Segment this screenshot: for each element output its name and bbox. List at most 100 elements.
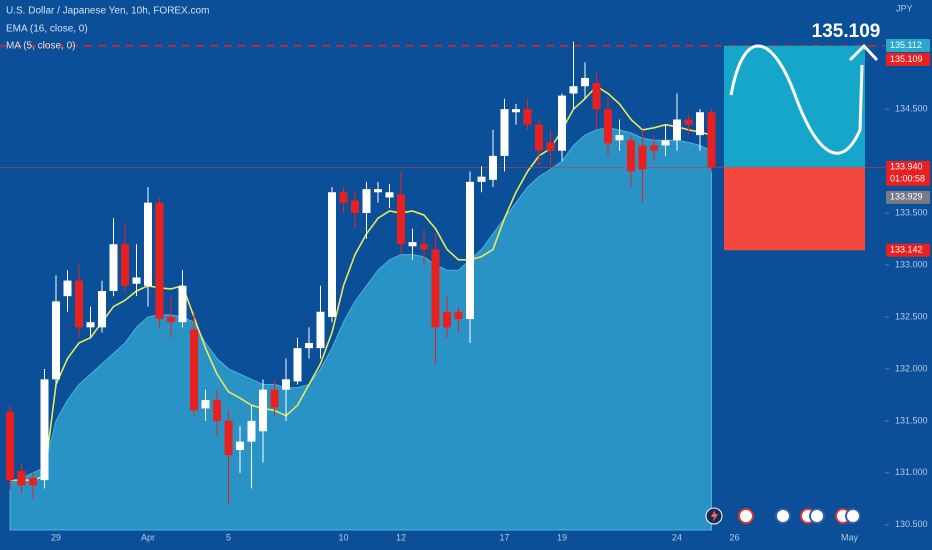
candle-body — [627, 140, 635, 172]
x-tick-label: 19 — [557, 532, 567, 542]
candle-body — [707, 112, 716, 168]
candle-body — [512, 109, 520, 113]
candle-body — [155, 202, 164, 320]
event-icon — [809, 508, 825, 524]
candle-body — [201, 400, 210, 409]
price-label-box — [886, 53, 930, 67]
candle-body — [397, 194, 405, 245]
x-tick-label: 10 — [338, 532, 348, 542]
candle-body — [213, 400, 221, 421]
candle-body — [121, 244, 129, 286]
event-icon — [738, 508, 754, 524]
event-icons — [705, 507, 861, 525]
candle-body — [673, 119, 681, 141]
forecast-arrow — [848, 43, 879, 62]
candle-body — [443, 311, 451, 328]
price-label-box — [886, 39, 930, 53]
candle-body — [500, 109, 509, 156]
position-stop-zone — [724, 167, 865, 251]
event-icon — [845, 508, 861, 524]
price-label-box — [886, 160, 930, 174]
candle-body — [190, 329, 198, 411]
x-tick-label: May — [841, 532, 859, 542]
candle-body — [661, 140, 670, 146]
candle-body — [604, 109, 612, 144]
candle-body — [224, 420, 233, 456]
candle-body — [523, 109, 532, 125]
chart-title: U.S. Dollar / Japanese Yen, 10h, FOREX.c… — [6, 6, 209, 17]
candle-body — [546, 142, 555, 151]
candle-body — [132, 277, 141, 284]
x-tick-label: Apr — [141, 532, 155, 542]
y-tick-label: 130.500 — [895, 519, 928, 529]
y-tick-label: 131.000 — [895, 467, 928, 477]
plot-area — [0, 41, 885, 531]
price-label: 135.112 — [890, 40, 922, 50]
candle-body — [339, 192, 348, 203]
price-label: 133.929 — [890, 192, 923, 202]
candle-body — [236, 441, 244, 450]
candle-body — [6, 411, 14, 481]
candle-body — [305, 342, 313, 349]
candle-body — [581, 77, 589, 87]
x-tick-label: 17 — [499, 532, 509, 542]
y-axis-label: JPY — [896, 3, 913, 13]
candle-body — [650, 145, 658, 151]
candle-body — [431, 249, 440, 328]
x-tick-label: 26 — [729, 532, 739, 542]
price-label-box — [886, 243, 930, 257]
candle-body — [98, 290, 106, 328]
candle-body — [75, 280, 83, 328]
candle-body — [466, 181, 474, 320]
candle-body — [293, 348, 302, 382]
candle-body — [29, 478, 37, 486]
forecast-curve — [729, 44, 864, 155]
candle-body — [40, 379, 49, 481]
candle-body — [109, 244, 118, 291]
candle-body — [282, 379, 290, 390]
countdown-box — [886, 172, 930, 186]
candle-body — [408, 242, 417, 247]
candle-body — [374, 189, 382, 193]
candle-body — [696, 112, 704, 136]
event-icon — [775, 508, 791, 524]
x-tick-label: 12 — [396, 532, 406, 542]
position-target-zone — [724, 45, 865, 168]
price-label-box — [886, 190, 930, 204]
candle-body — [385, 192, 394, 198]
candle-body — [63, 280, 72, 297]
candle-body — [167, 316, 175, 323]
countdown: 01:00:58 — [890, 174, 925, 184]
price-label: 135.109 — [890, 54, 923, 64]
target-label: 135.109 — [812, 21, 881, 42]
candle-body — [328, 192, 336, 317]
candle-body — [454, 311, 463, 320]
candle-body — [535, 124, 543, 151]
candle-body — [362, 189, 371, 214]
y-tick-label: 133.000 — [895, 259, 928, 269]
candle-body — [144, 202, 152, 286]
candle-body — [270, 389, 279, 408]
candle-body — [247, 420, 256, 442]
candle-body — [615, 135, 624, 141]
y-tick-label: 131.500 — [895, 415, 928, 425]
candle-body — [52, 301, 60, 380]
y-tick-label: 132.000 — [895, 363, 928, 373]
y-tick-label: 132.500 — [895, 311, 928, 321]
price-label: 133.940 — [890, 162, 923, 172]
legend-entry: EMA (16, close, 0) — [6, 24, 88, 35]
y-tick-label: 133.500 — [895, 207, 928, 217]
candle-body — [86, 322, 95, 328]
event-icon — [711, 510, 718, 522]
legend-entry: MA (5, close, 0) — [6, 41, 75, 52]
candle-body — [477, 176, 486, 182]
candle-body — [592, 83, 601, 110]
candle-body — [558, 95, 566, 151]
candle-body — [259, 389, 267, 432]
candle-body — [489, 155, 497, 180]
candle-body — [17, 470, 26, 486]
x-tick-label: 29 — [51, 532, 61, 542]
candle-body — [178, 285, 187, 323]
